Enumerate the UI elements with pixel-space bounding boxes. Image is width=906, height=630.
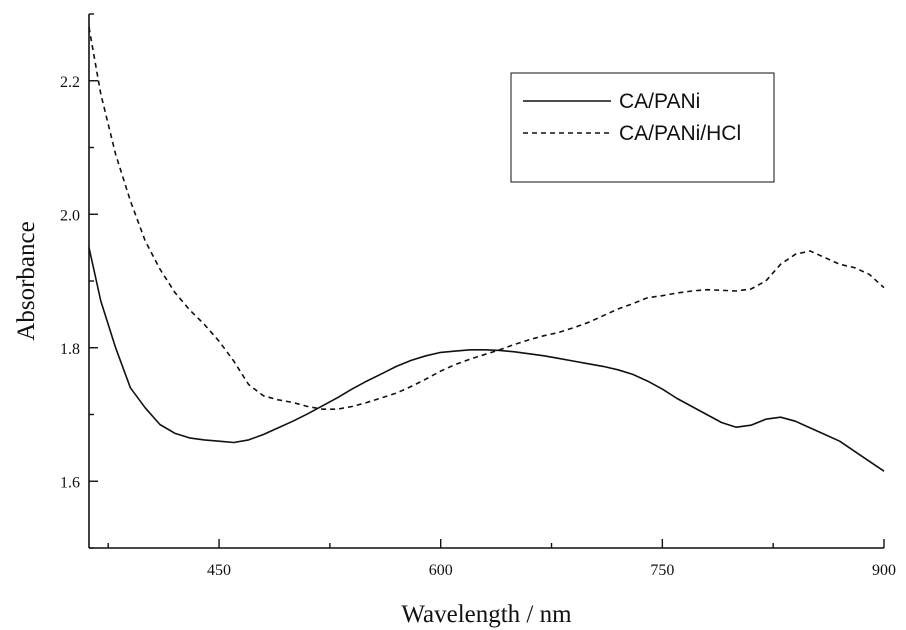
- x-tick-label: 750: [650, 562, 674, 579]
- legend: CA/PANi CA/PANi/HCl: [510, 72, 775, 183]
- series-layer: [88, 27, 885, 472]
- y-tick-label: 2.0: [60, 207, 80, 224]
- y-tick-label: 1.8: [60, 341, 80, 358]
- x-tick-label: 450: [207, 562, 231, 579]
- series-line-2: [88, 27, 885, 411]
- y-tick-label: 2.2: [60, 74, 80, 91]
- x-tick-label: 900: [872, 562, 896, 579]
- x-axis-title: Wavelength / nm: [401, 601, 572, 628]
- series-line-1: [88, 247, 885, 472]
- x-tick-label: 600: [429, 562, 453, 579]
- y-axis-title: Absorbance: [13, 221, 40, 340]
- legend-label-1: CA/PANi: [619, 90, 700, 113]
- x-ticks: 450 600 750 900: [107, 539, 896, 579]
- legend-label-2: CA/PANi/HCl: [619, 122, 741, 145]
- y-tick-label: 1.6: [60, 474, 80, 491]
- legend-box: [510, 72, 775, 183]
- y-ticks: 1.6 1.8 2.0 2.2: [60, 13, 98, 549]
